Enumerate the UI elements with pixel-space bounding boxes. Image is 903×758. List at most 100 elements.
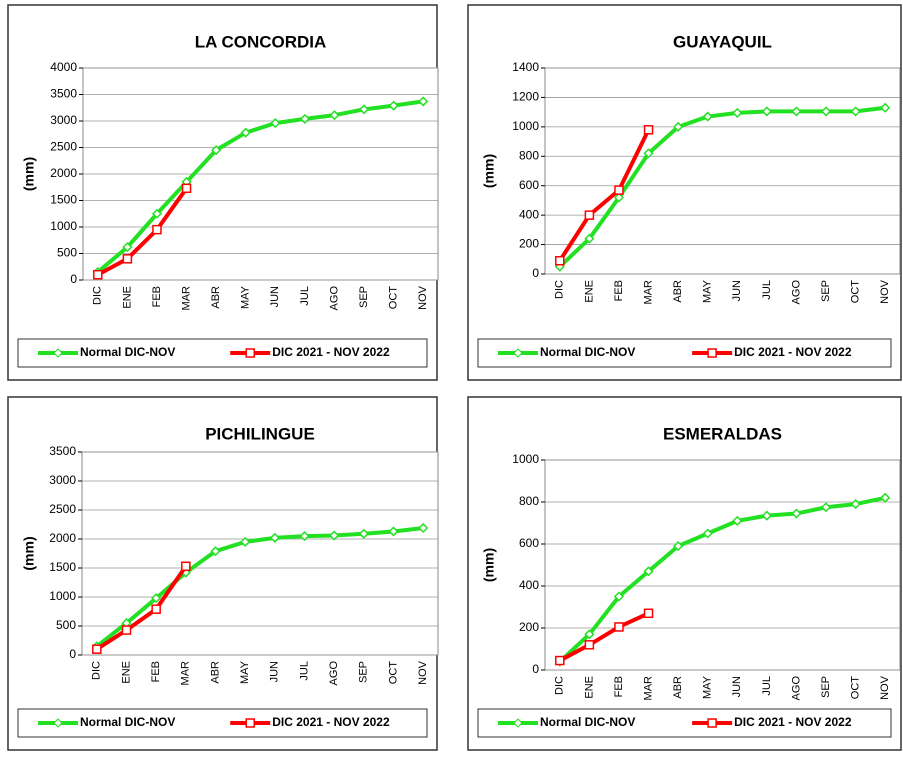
point-marker xyxy=(299,531,310,542)
x-tick-label: ABR xyxy=(672,676,684,699)
x-tick-label: MAY xyxy=(702,279,714,303)
point-marker xyxy=(121,625,132,635)
point-marker xyxy=(614,185,624,195)
y-tick-label: 0 xyxy=(69,647,76,661)
x-tick-label: ENE xyxy=(583,280,595,303)
legend xyxy=(17,708,428,738)
x-tick-label: SEP xyxy=(358,286,370,308)
y-tick-label: 800 xyxy=(519,494,539,508)
x-tick-label: ABR xyxy=(209,661,221,684)
legend-marker xyxy=(513,348,523,358)
y-tick-label: 1500 xyxy=(50,193,77,207)
chart-title: ESMERALDAS xyxy=(663,424,782,443)
y-tick-label: 1000 xyxy=(49,589,76,603)
series-line xyxy=(558,128,651,262)
y-tick-label: 500 xyxy=(56,618,76,632)
x-tick-label: JUN xyxy=(269,286,281,307)
y-axis-label: (mm) xyxy=(21,157,37,191)
x-tick-label: OCT xyxy=(850,676,862,700)
y-tick-label: 3000 xyxy=(49,473,76,487)
point-marker xyxy=(299,113,310,124)
point-marker xyxy=(880,492,891,503)
legend-marker xyxy=(707,348,717,358)
point-marker xyxy=(791,508,802,519)
x-tick-label: NOV xyxy=(879,279,891,304)
y-tick-label: 400 xyxy=(519,578,539,592)
y-tick-label: 1000 xyxy=(512,119,539,133)
x-tick-label: NOV xyxy=(879,675,891,700)
plot-area xyxy=(544,67,901,275)
point-marker xyxy=(388,526,399,537)
x-tick-label: MAY xyxy=(240,285,252,309)
x-tick-label: ENE xyxy=(120,661,132,684)
legend xyxy=(477,708,892,738)
point-marker xyxy=(791,106,802,117)
y-tick-label: 600 xyxy=(519,178,539,192)
point-marker xyxy=(240,127,251,138)
x-tick-label: DIC xyxy=(91,661,103,680)
legend-marker xyxy=(53,718,63,728)
y-tick-label: 500 xyxy=(57,246,77,260)
x-tick-label: AGO xyxy=(790,280,802,305)
y-tick-label: 1400 xyxy=(512,60,539,74)
x-tick-label: NOV xyxy=(417,660,429,685)
y-tick-label: 800 xyxy=(519,148,539,162)
point-marker xyxy=(850,499,861,510)
series-line xyxy=(95,525,424,648)
point-marker xyxy=(122,254,133,264)
x-tick-label: AGO xyxy=(328,661,340,686)
point-marker xyxy=(643,566,654,577)
point-marker xyxy=(702,111,713,122)
legend-marker xyxy=(245,348,255,358)
y-tick-label: 1000 xyxy=(512,452,539,466)
legend-label: DIC 2021 - NOV 2022 xyxy=(734,345,852,359)
point-marker xyxy=(418,96,429,107)
y-tick-label: 400 xyxy=(519,207,539,221)
legend xyxy=(17,338,428,368)
point-marker xyxy=(850,106,861,117)
x-tick-label: MAR xyxy=(642,676,654,701)
legend xyxy=(477,338,892,368)
x-tick-label: NOV xyxy=(417,285,429,310)
x-tick-label: DIC xyxy=(554,280,566,299)
y-tick-label: 4000 xyxy=(50,60,77,74)
chart-title: PICHILINGUE xyxy=(205,424,315,443)
legend-marker xyxy=(513,718,523,728)
y-tick-label: 1000 xyxy=(50,219,77,233)
y-tick-label: 2000 xyxy=(49,531,76,545)
point-marker xyxy=(92,644,102,654)
point-marker xyxy=(122,242,133,253)
legend-marker xyxy=(53,348,63,358)
y-tick-label: 0 xyxy=(532,266,539,280)
series-line xyxy=(96,99,424,274)
x-tick-label: SEP xyxy=(820,280,832,302)
point-marker xyxy=(820,502,832,513)
x-tick-label: JUL xyxy=(299,286,311,306)
y-axis-label: (mm) xyxy=(481,548,497,582)
x-tick-label: JUN xyxy=(731,676,743,697)
legend-label: DIC 2021 - NOV 2022 xyxy=(272,345,390,359)
x-tick-label: MAY xyxy=(702,675,714,699)
x-tick-label: DIC xyxy=(92,286,104,305)
point-marker xyxy=(388,100,399,111)
point-marker xyxy=(181,561,191,572)
point-marker xyxy=(269,532,280,543)
y-tick-label: 0 xyxy=(532,662,539,676)
x-tick-label: AGO xyxy=(328,286,340,311)
series-line xyxy=(96,187,189,277)
x-tick-label: OCT xyxy=(388,286,400,310)
y-tick-label: 3500 xyxy=(49,444,76,458)
y-tick-label: 1200 xyxy=(512,90,539,104)
legend-label: DIC 2021 - NOV 2022 xyxy=(272,715,390,729)
point-marker xyxy=(93,269,103,280)
y-axis-label: (mm) xyxy=(21,536,37,570)
x-tick-label: JUN xyxy=(269,661,281,682)
point-marker xyxy=(880,102,891,113)
point-marker xyxy=(270,118,281,129)
point-marker xyxy=(555,655,565,666)
point-marker xyxy=(761,510,772,521)
point-marker xyxy=(181,183,192,194)
y-tick-label: 200 xyxy=(519,620,539,634)
point-marker xyxy=(329,530,340,541)
point-marker xyxy=(240,536,251,547)
